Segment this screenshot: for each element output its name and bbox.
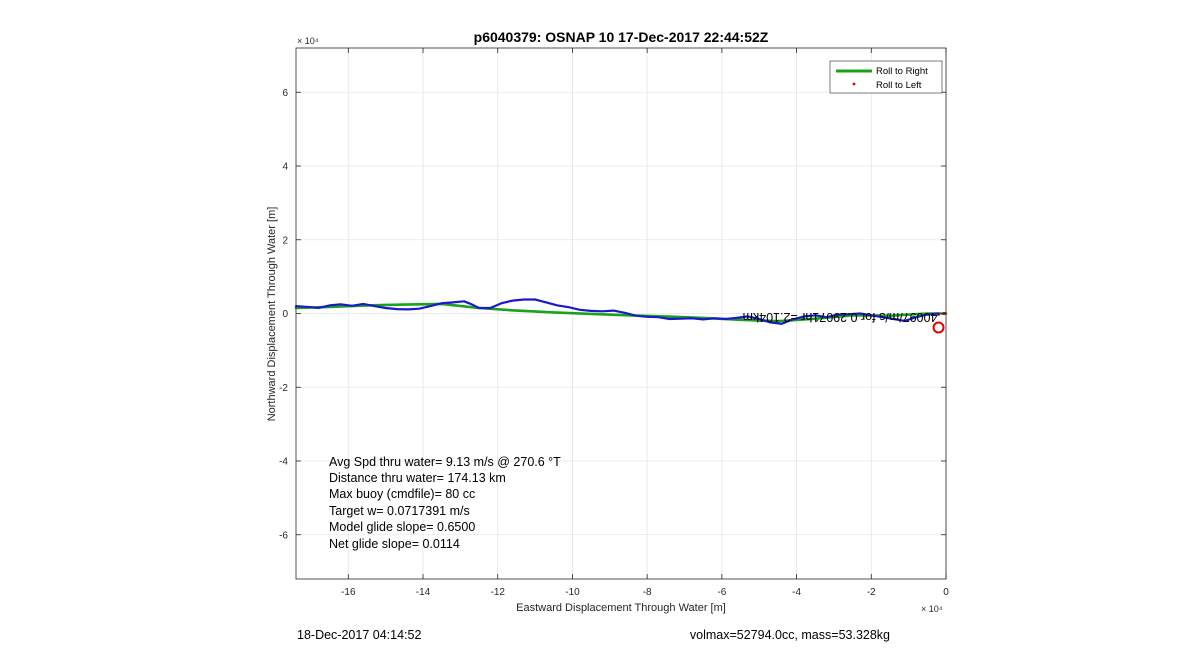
legend-box	[829, 60, 943, 94]
annotation-line: Avg Spd thru water= 9.13 m/s @ 270.6 °T	[329, 455, 561, 469]
annotation-line: Target w= 0.0717391 m/s	[329, 504, 470, 518]
x-tick-label: -8	[643, 587, 652, 598]
series-layer	[294, 298, 948, 334]
y-exponent-label: × 10⁴	[297, 36, 319, 46]
ticks: -16 -14 -12 -10 -8 -6 -4 -2 0 -6 -4 -2 0 2 4 6	[279, 48, 949, 598]
stats-annotation: Avg Spd thru water= 9.13 m/s @ 270.6 °T …	[329, 455, 561, 551]
x-tick-label: 0	[943, 587, 949, 598]
annotation-line: Distance thru water= 174.13 km	[329, 471, 506, 485]
legend-label-roll-left: Roll to Left	[876, 80, 922, 91]
mirrored-segment-label: 40097/m/s for 0.29071hr =2.104km	[743, 310, 938, 324]
x-tick-label: -2	[867, 587, 876, 598]
x-tick-label: -16	[341, 587, 356, 598]
y-tick-label: -6	[279, 530, 288, 541]
footer-timestamp: 18-Dec-2017 04:14:52	[297, 628, 421, 642]
x-tick-label: -6	[717, 587, 726, 598]
y-tick-label: 6	[282, 88, 288, 99]
series-line-track	[294, 298, 940, 325]
legend-label-roll-right: Roll to Right	[876, 66, 928, 77]
legend: Roll to Right Roll to Left	[829, 60, 943, 94]
footer-vehicle-info: volmax=52794.0cc, mass=53.328kg	[690, 628, 890, 642]
x-tick-label: -12	[490, 587, 505, 598]
x-tick-label: -4	[792, 587, 801, 598]
y-tick-label: 0	[282, 309, 288, 320]
y-tick-label: 4	[282, 162, 288, 173]
y-tick-label: -2	[279, 383, 288, 394]
open-circle-marker	[932, 321, 945, 334]
y-tick-label: -4	[279, 457, 288, 468]
series-line-roll-right	[294, 302, 948, 323]
x-axis-label: Eastward Displacement Through Water [m]	[516, 602, 726, 614]
annotation-line: Max buoy (cmdfile)= 80 cc	[329, 487, 475, 501]
annotation-line: Model glide slope= 0.6500	[329, 520, 475, 534]
legend-swatch-roll-left	[852, 82, 856, 86]
chart-title: p6040379: OSNAP 10 17-Dec-2017 22:44:52Z	[474, 29, 769, 45]
y-tick-label: 2	[282, 235, 288, 246]
annotation-line: Net glide slope= 0.0114	[329, 537, 460, 551]
x-tick-label: -14	[416, 587, 431, 598]
x-tick-label: -10	[565, 587, 580, 598]
y-axis-label: Northward Displacement Through Water [m]	[266, 207, 278, 422]
x-exponent-label: × 10⁴	[921, 604, 943, 614]
